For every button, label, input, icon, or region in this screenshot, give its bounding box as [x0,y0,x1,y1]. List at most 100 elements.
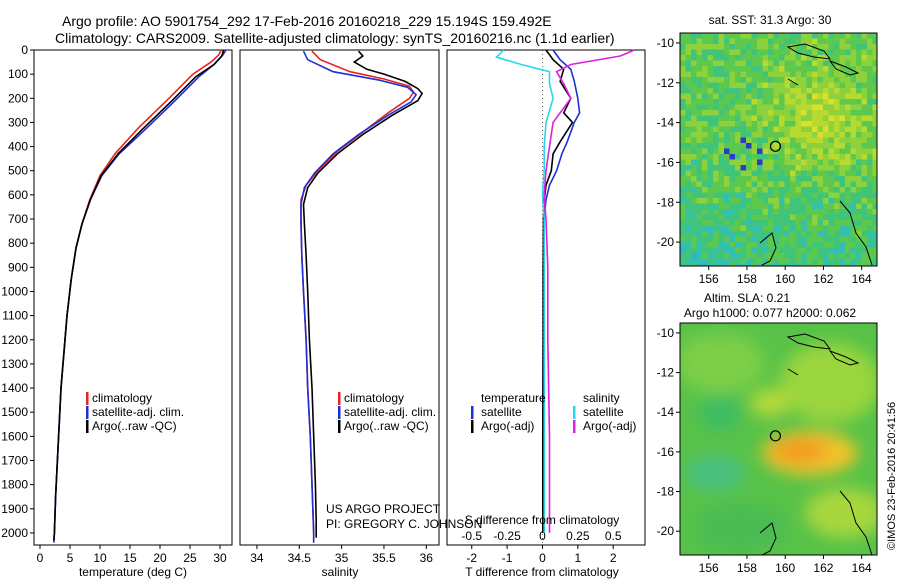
depth-tick-label: 200 [8,91,28,105]
depth-tick-label: 1900 [1,502,28,516]
lon-tick-label: 160 [775,272,795,286]
coastline [786,43,832,60]
x-tick-label: 35.5 [372,551,396,565]
salinity-xlabel: salinity [322,565,359,579]
x-tick-label: -1 [502,551,513,565]
lat-tick-label: -16 [657,155,675,169]
x-tick-label: 30 [213,551,227,565]
sst-lat-axis: -10 -12 -14 -16 -18 -20 [657,36,680,249]
depth-tick-label: 300 [8,115,28,129]
coastline [828,349,860,366]
x-tick-label: 0 [539,551,546,565]
depth-tick-label: 1100 [2,309,28,323]
series-line [53,49,222,543]
s-difference-xlabel: S difference from climatology [465,513,620,527]
series-line [541,49,574,533]
depth-tick-label: 1200 [1,333,28,347]
legend-label-argo: Argo(..raw -QC) [92,419,177,433]
depth-tick-label: 1600 [1,429,28,443]
legend-swatch-climatology [338,392,341,405]
x-tick-label: 34.5 [288,551,312,565]
lon-tick-label: 158 [737,272,757,286]
s-diff-tick-label: 0.5 [605,529,622,543]
lat-tick-label: -14 [657,116,675,130]
depth-tick-label: 1800 [1,478,28,492]
series-line [53,49,225,541]
x-tick-label: 1 [574,551,581,565]
series-line [543,49,635,533]
s-diff-tick-label: -0.25 [493,529,521,543]
coastline [828,59,860,76]
x-tick-label: -2 [466,551,477,565]
series-line [302,50,424,538]
copyright-stamp: ©IMOS 23-Feb-2016 20:41:56 [886,402,898,550]
lon-tick-label: 156 [699,561,719,575]
lat-tick-label: -14 [657,405,675,419]
legend-swatch-climatology [86,392,89,405]
lat-tick-label: -18 [657,195,675,209]
temperature-legend: climatology satellite-adj. clim. Argo(..… [86,391,184,433]
lat-tick-label: -16 [657,445,675,459]
legend-label-argo: Argo(..raw -QC) [344,419,429,433]
temperature-series [53,49,227,543]
salinity-panel: 34 34.5 35 35.5 36 salinity climatology sate… [239,49,482,579]
sla-map-subtitle: Argo h1000: 0.077 h2000: 0.062 [684,306,856,320]
t-difference-xlabel: T difference from climatology [465,565,619,579]
sst-map-panel: sat. SST: 31.3 Argo: 30 156 158 160 162 164 … [657,13,878,286]
lon-tick-label: 160 [775,561,795,575]
series-line [53,49,227,543]
depth-tick-label: 100 [8,67,28,81]
legend-swatch-satellite [338,406,341,419]
x-tick-label: 25 [183,551,197,565]
x-tick-label: 35 [335,551,349,565]
depth-tick-label: 2000 [1,526,28,540]
depth-tick-label: 1300 [1,357,28,371]
legend-title-temperature: temperature [481,391,546,405]
x-tick-label: 15 [123,551,137,565]
salinity-x-axis: 34 34.5 35 35.5 36 [250,545,433,565]
legend-label-s-satellite: satellite [583,405,624,419]
salinity-axes [239,49,440,546]
legend-swatch-argo [338,420,341,433]
sst-map-frame [679,32,878,267]
legend-label-satellite: satellite-adj. clim. [344,405,436,419]
legend-label-climatology: climatology [92,391,152,405]
difference-series [494,49,635,533]
sla-map-title: Altim. SLA: 0.21 [704,291,790,305]
lat-tick-label: -20 [657,524,675,538]
x-tick-label: 10 [93,551,107,565]
legend-swatch-argo [86,420,89,433]
lon-tick-label: 162 [813,272,833,286]
x-tick-label: 2 [610,551,617,565]
sla-map-area [680,323,877,555]
depth-tick-label: 1500 [1,405,28,419]
sla-lon-axis: 156 158 160 162 164 [699,555,872,575]
s-diff-tick-label: 0 [539,529,546,543]
coastline [787,368,799,376]
depth-tick-label: 1400 [1,381,28,395]
salinity-series [300,50,424,543]
series-line [300,50,418,543]
legend-swatch-s-argo [573,420,576,433]
legend-swatch-t-argo [471,420,474,433]
header-line1: Argo profile: AO 5901754_292 17-Feb-2016… [62,13,552,29]
temperature-panel: 0100200300400500600700800900100011001200… [1,43,233,579]
temperature-axes [33,49,233,546]
credit-line2: PI: GREGORY C. JOHNSON [326,517,482,531]
sla-map-frame [679,322,878,556]
depth-tick-label: 800 [8,236,28,250]
x-tick-label: 0 [37,551,44,565]
coastline [787,78,799,86]
lon-tick-label: 164 [852,561,872,575]
x-tick-label: 20 [153,551,167,565]
sla-map-panel: Altim. SLA: 0.21 Argo h1000: 0.077 h2000… [657,291,878,575]
salinity-legend: climatology satellite-adj. clim. Argo(..… [338,391,436,433]
legend-label-satellite: satellite-adj. clim. [92,405,184,419]
sst-heatmap-cells [680,33,877,266]
sst-map-title: sat. SST: 31.3 Argo: 30 [709,13,832,27]
x-tick-label: 36 [420,551,434,565]
legend-label-t-argo: Argo(-adj) [481,419,534,433]
coastline [839,490,873,555]
legend-label-climatology: climatology [344,391,404,405]
